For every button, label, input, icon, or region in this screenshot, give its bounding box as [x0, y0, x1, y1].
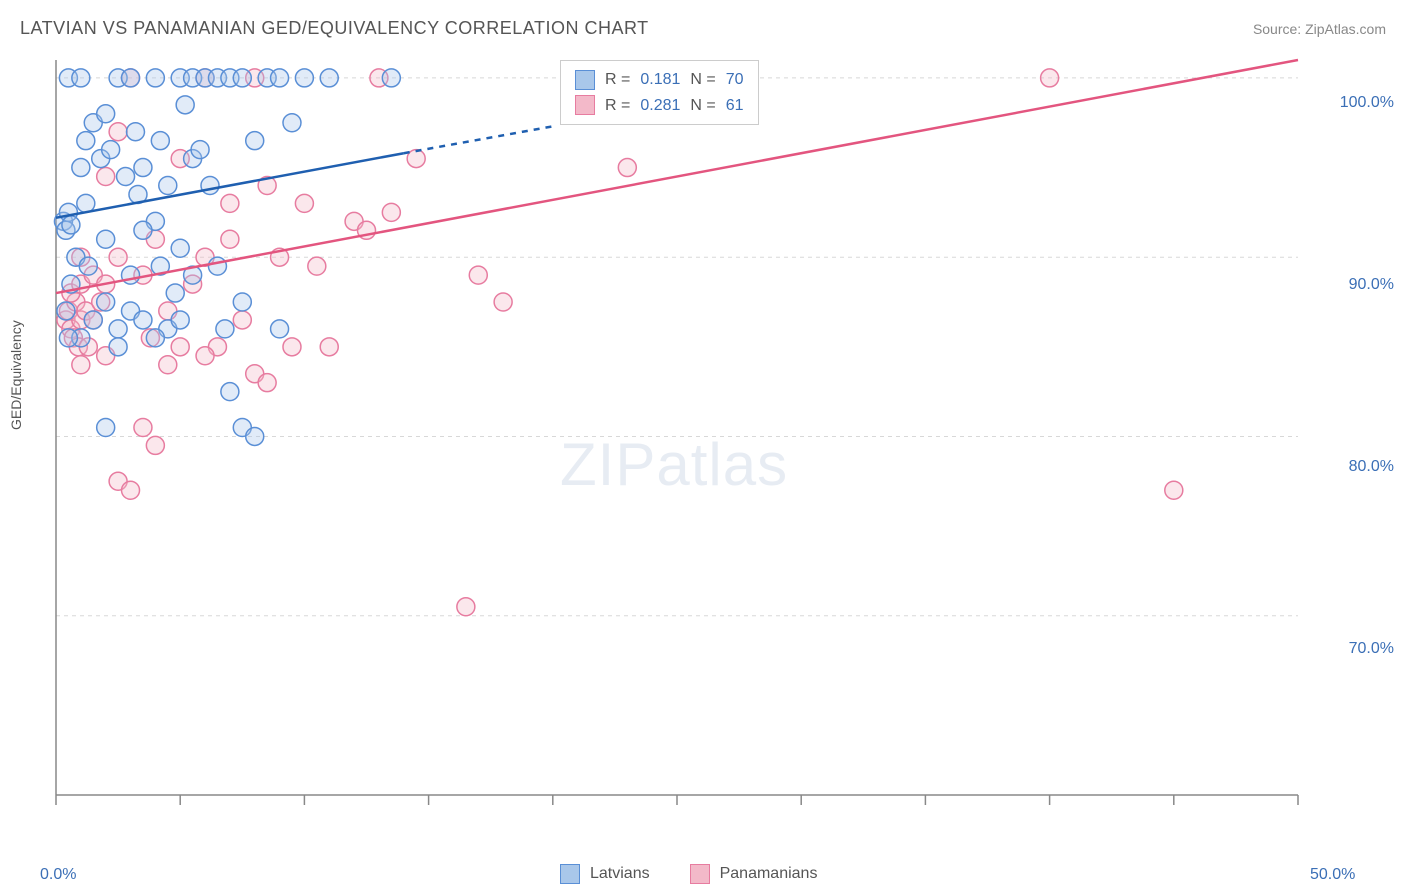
stats-box: R = 0.181 N = 70 R = 0.281 N = 61	[560, 60, 759, 125]
source-label: Source: ZipAtlas.com	[1253, 21, 1386, 37]
legend-swatch-latvians	[560, 864, 580, 884]
legend-label-latvians: Latvians	[590, 865, 650, 883]
swatch-panamanians	[575, 95, 595, 115]
stat-n-label: N =	[690, 67, 715, 93]
chart-svg	[48, 55, 1368, 825]
stat-r-latvians: 0.181	[640, 67, 680, 93]
chart-container: LATVIAN VS PANAMANIAN GED/EQUIVALENCY CO…	[0, 0, 1406, 892]
legend-swatch-panamanians	[690, 864, 710, 884]
stat-n-label-2: N =	[690, 93, 715, 119]
y-tick-100: 100.0%	[1340, 94, 1394, 112]
stats-row-latvians: R = 0.181 N = 70	[575, 67, 744, 93]
legend-item-latvians: Latvians	[560, 864, 650, 884]
y-tick-70: 70.0%	[1349, 640, 1394, 658]
stat-r-panamanians: 0.281	[640, 93, 680, 119]
plot-area	[48, 55, 1368, 825]
stats-row-panamanians: R = 0.281 N = 61	[575, 93, 744, 119]
legend: Latvians Panamanians	[560, 864, 817, 884]
chart-title: LATVIAN VS PANAMANIAN GED/EQUIVALENCY CO…	[20, 18, 649, 39]
x-tick-min: 0.0%	[40, 866, 76, 884]
stat-r-label: R =	[605, 67, 630, 93]
y-tick-80: 80.0%	[1349, 458, 1394, 476]
legend-label-panamanians: Panamanians	[720, 865, 818, 883]
x-tick-max: 50.0%	[1310, 866, 1355, 884]
stat-n-latvians: 70	[726, 67, 744, 93]
stat-r-label-2: R =	[605, 93, 630, 119]
y-tick-90: 90.0%	[1349, 276, 1394, 294]
legend-item-panamanians: Panamanians	[690, 864, 818, 884]
stat-n-panamanians: 61	[726, 93, 744, 119]
header: LATVIAN VS PANAMANIAN GED/EQUIVALENCY CO…	[20, 18, 1386, 39]
y-axis-label: GED/Equivalency	[8, 320, 24, 430]
swatch-latvians	[575, 70, 595, 90]
